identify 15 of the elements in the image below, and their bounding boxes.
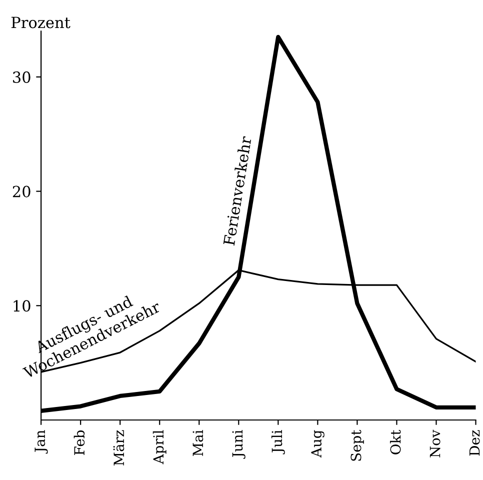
x-tick-label: Nov [430,430,440,458]
x-tick-label: Sept [350,430,364,461]
x-tick-label: Okt [390,430,401,454]
x-tick-label: März [113,430,124,466]
x-tick-label: April [152,430,166,464]
x-tick-label: Jan [34,430,48,454]
x-tick-label: Mai [192,430,204,456]
x-tick-label: Juli [271,430,285,454]
y-axis-title: Prozent [11,16,70,28]
y-tick-label: 20 [12,186,30,198]
x-tick-label: Dez [469,430,480,456]
x-tick-label: Aug [311,430,324,458]
x-tick-label: Feb [74,430,85,455]
y-tick-label: 30 [13,71,30,83]
x-tick-label: Juni [232,430,246,459]
